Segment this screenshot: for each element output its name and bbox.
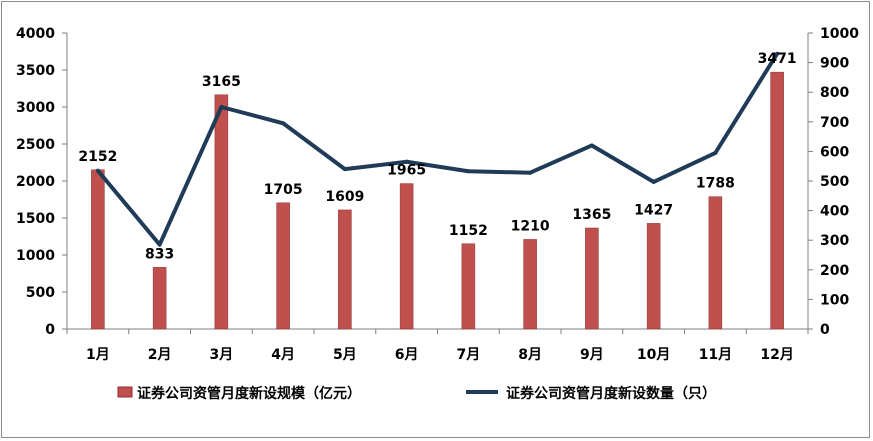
x-tick-label: 4月 (271, 347, 295, 363)
right-tick-label: 600 (820, 144, 849, 160)
x-tick-label: 12月 (760, 347, 793, 363)
x-tick-label: 10月 (637, 347, 670, 363)
right-tick-label: 0 (820, 322, 830, 338)
bar (523, 239, 537, 330)
x-tick-label: 6月 (395, 347, 419, 363)
left-tick-label: 4000 (16, 26, 55, 42)
bar-data-label: 1609 (325, 189, 364, 205)
bar (770, 71, 784, 330)
right-tick-label: 900 (820, 56, 849, 72)
bar (646, 223, 661, 330)
bar (585, 227, 599, 330)
x-tick-label: 5月 (333, 347, 357, 363)
right-axis: 0 100 200 300 400 500 600 700 800 900 1000 (807, 26, 859, 338)
bar (276, 202, 290, 330)
right-tick-label: 500 (820, 174, 849, 190)
bar-data-label: 1365 (572, 207, 611, 223)
x-tick-label: 3月 (210, 347, 234, 363)
line-point (157, 242, 162, 247)
right-tick-label: 1000 (820, 26, 859, 42)
x-tick-label: 2月 (148, 347, 172, 363)
line-point (466, 169, 471, 174)
bar (338, 209, 352, 330)
data-labels: 2152 833 3165 1705 1609 1965 1152 1210 1365 1427 1… (78, 51, 796, 262)
line-point (775, 51, 780, 56)
bar (91, 169, 105, 330)
line-point (281, 121, 286, 126)
left-tick-label: 0 (45, 322, 55, 338)
line-point (404, 159, 409, 164)
left-tick-label: 3000 (16, 100, 55, 116)
line-point (528, 170, 533, 175)
right-tick-label: 300 (820, 233, 849, 249)
legend-line-label: 证券公司资管月度新设数量（只） (506, 385, 716, 402)
left-tick-label: 1000 (16, 248, 55, 264)
x-tick-label: 1月 (86, 347, 110, 363)
x-axis: 1月 2月 3月 4月 5月 6月 7月 8月 9月 10月 11月 12月 (66, 328, 809, 363)
left-tick-label: 1500 (16, 211, 55, 227)
line-point (95, 168, 100, 173)
bar-data-label: 1788 (696, 176, 735, 192)
right-tick-label: 400 (820, 204, 849, 220)
bar-data-label: 1210 (511, 218, 550, 234)
x-tick-label: 7月 (457, 347, 481, 363)
x-tick-label: 11月 (699, 347, 732, 363)
bar-data-label: 3165 (202, 74, 241, 90)
bar-data-label: 3471 (758, 51, 797, 67)
bar-data-label: 2152 (78, 149, 117, 165)
bar-data-label: 1152 (449, 223, 488, 239)
line-point (219, 105, 224, 109)
right-tick-label: 100 (820, 292, 849, 308)
bar (461, 243, 476, 330)
left-tick-label: 3500 (16, 63, 55, 79)
legend-bar-label: 证券公司资管月度新设规模（亿元） (137, 385, 361, 402)
left-axis: 0 500 1000 1500 2000 2500 3000 3500 4000 (16, 26, 68, 338)
legend: 证券公司资管月度新设规模（亿元） 证券公司资管月度新设数量（只） (117, 385, 716, 402)
line-point (342, 167, 347, 172)
x-tick-label: 9月 (580, 347, 604, 363)
bar-data-label: 1965 (387, 163, 426, 179)
right-tick-label: 200 (820, 263, 849, 279)
bar-series (91, 71, 784, 330)
bar-data-label: 1427 (634, 202, 673, 218)
bar-data-label: 1705 (264, 182, 303, 198)
left-tick-label: 500 (26, 285, 55, 301)
line-point (713, 150, 718, 155)
bar (708, 196, 723, 330)
bar (214, 94, 229, 330)
line-point (651, 179, 656, 184)
left-tick-label: 2500 (16, 137, 55, 153)
bar (152, 267, 167, 330)
x-tick-label: 8月 (518, 347, 542, 363)
line-path (96, 52, 779, 247)
line-point (589, 143, 594, 148)
line-series (95, 51, 780, 247)
legend-bar-swatch (117, 386, 133, 398)
right-tick-label: 700 (820, 115, 849, 131)
left-tick-label: 2000 (16, 174, 55, 190)
right-tick-label: 800 (820, 85, 849, 101)
bar (399, 183, 414, 330)
bar-data-label: 833 (145, 246, 174, 262)
